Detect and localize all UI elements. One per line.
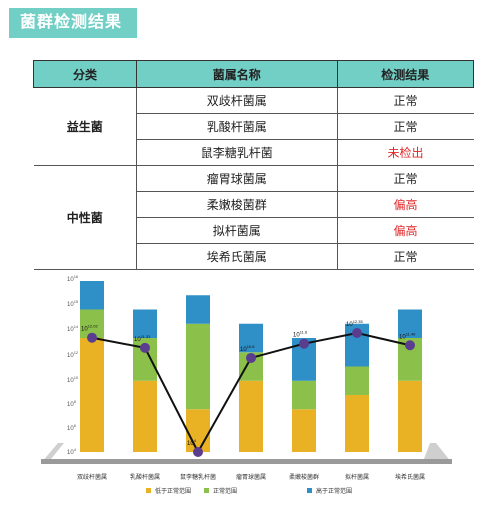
value-label: 1011.6 xyxy=(293,330,308,339)
legend-swatch xyxy=(146,488,151,493)
result-cell: 偏高 xyxy=(337,217,474,244)
genus-name-cell: 拟杆菌属 xyxy=(136,217,338,244)
legend-label: 低于正常范围 xyxy=(155,487,191,495)
legend-label: 正常范围 xyxy=(213,487,237,495)
genus-name-cell: 乳酸杆菌属 xyxy=(136,113,338,140)
bar-low-range xyxy=(239,380,263,452)
value-label: 1012.35 xyxy=(346,319,363,328)
category-label: 拟杆菌属 xyxy=(345,473,369,481)
table-row: 拟杆菌属 偏高 xyxy=(34,217,474,244)
y-tick-label: 1016 xyxy=(67,274,79,283)
measured-point xyxy=(140,342,150,353)
bar-low-range xyxy=(133,380,157,452)
category-label: 瘤胃球菌属 xyxy=(236,473,266,481)
result-cell: 正常 xyxy=(337,165,474,192)
table-header-row: 分类 菌属名称 检测结果 xyxy=(33,60,475,88)
category-label: 鼠李糖乳杆菌 xyxy=(180,473,216,481)
bar-normal-range xyxy=(345,366,369,395)
legend-swatch xyxy=(307,488,312,493)
category-label: 埃希氏菌属 xyxy=(395,473,425,481)
table-row: 埃希氏菌属 正常 xyxy=(34,243,474,270)
result-cell: 正常 xyxy=(337,87,474,114)
value-label: 1012.02 xyxy=(81,324,98,333)
bar-high-range xyxy=(398,309,422,338)
legend-label: 高于正常范围 xyxy=(316,487,352,495)
bar-high-range xyxy=(186,295,210,324)
bar-low-range xyxy=(186,409,210,452)
y-tick-label: 108 xyxy=(67,399,77,408)
chart-base xyxy=(41,459,452,464)
bar-normal-range xyxy=(186,323,210,410)
table-row: 柔嫩梭菌群 偏高 xyxy=(34,191,474,218)
result-cell: 正常 xyxy=(337,243,474,270)
measured-point xyxy=(246,352,256,363)
bar-low-range xyxy=(80,338,104,452)
value-label: 104 xyxy=(187,438,197,447)
category-label: 乳酸杆菌属 xyxy=(130,473,160,481)
measured-point xyxy=(352,328,362,339)
result-cell: 正常 xyxy=(337,113,474,140)
header-result: 检测结果 xyxy=(336,60,475,88)
legend-swatch xyxy=(204,488,209,493)
bar-low-range xyxy=(345,395,369,452)
result-table: 分类 菌属名称 检测结果 益生菌 双歧杆菌属 正常 乳酸杆菌属 正常 鼠李糖乳杆菌 未检出中… xyxy=(33,60,475,270)
bar-low-range xyxy=(292,409,316,452)
table-row: 乳酸杆菌属 正常 xyxy=(34,113,474,140)
category-label: 柔嫩梭菌群 xyxy=(289,473,319,481)
result-cell: 未检出 xyxy=(337,139,474,166)
bar-high-range xyxy=(80,281,104,310)
category-cell: 益生菌 xyxy=(33,87,137,166)
bar-high-range xyxy=(239,323,263,353)
y-tick-label: 104 xyxy=(67,447,77,456)
header-genus: 菌属名称 xyxy=(135,60,338,88)
bacteria-level-chart: 104 106 108 1010 1012 1014 1015 1016 1012.02 1011… xyxy=(41,274,452,495)
measured-point xyxy=(299,338,309,349)
table-body: 益生菌 双歧杆菌属 正常 乳酸杆菌属 正常 鼠李糖乳杆菌 未检出 中性菌 瘤胃球菌属 正常 柔嫩梭菌… xyxy=(33,87,474,270)
genus-name-cell: 瘤胃球菌属 xyxy=(136,165,338,192)
y-tick-label: 1015 xyxy=(67,299,79,308)
bar-normal-range xyxy=(292,380,316,410)
page-title: 菌群检测结果 xyxy=(9,8,137,38)
genus-name-cell: 鼠李糖乳杆菌 xyxy=(136,139,338,166)
result-cell: 偏高 xyxy=(337,191,474,218)
genus-name-cell: 埃希氏菌属 xyxy=(136,243,338,270)
bar-low-range xyxy=(398,380,422,452)
y-tick-label: 1012 xyxy=(67,350,79,359)
measured-point xyxy=(193,447,203,457)
value-label: 1011.49 xyxy=(399,331,416,340)
value-label: 1011.31 xyxy=(134,334,151,343)
table-row: 益生菌 双歧杆菌属 正常 xyxy=(33,87,474,166)
measured-point xyxy=(405,340,415,351)
genus-name-cell: 双歧杆菌属 xyxy=(136,87,338,114)
category-cell: 中性菌 xyxy=(33,165,137,270)
y-tick-label: 106 xyxy=(67,423,77,432)
genus-name-cell: 柔嫩梭菌群 xyxy=(136,191,338,218)
bar-high-range xyxy=(133,309,157,338)
category-label: 双歧杆菌属 xyxy=(77,473,107,481)
table-row: 鼠李糖乳杆菌 未检出 xyxy=(34,139,474,166)
table-row: 中性菌 瘤胃球菌属 正常 xyxy=(33,165,474,270)
header-category: 分类 xyxy=(33,60,137,88)
y-tick-label: 1010 xyxy=(67,375,79,384)
measured-point xyxy=(87,332,97,343)
y-tick-label: 1014 xyxy=(67,324,79,333)
value-label: 1010.6 xyxy=(240,344,255,353)
